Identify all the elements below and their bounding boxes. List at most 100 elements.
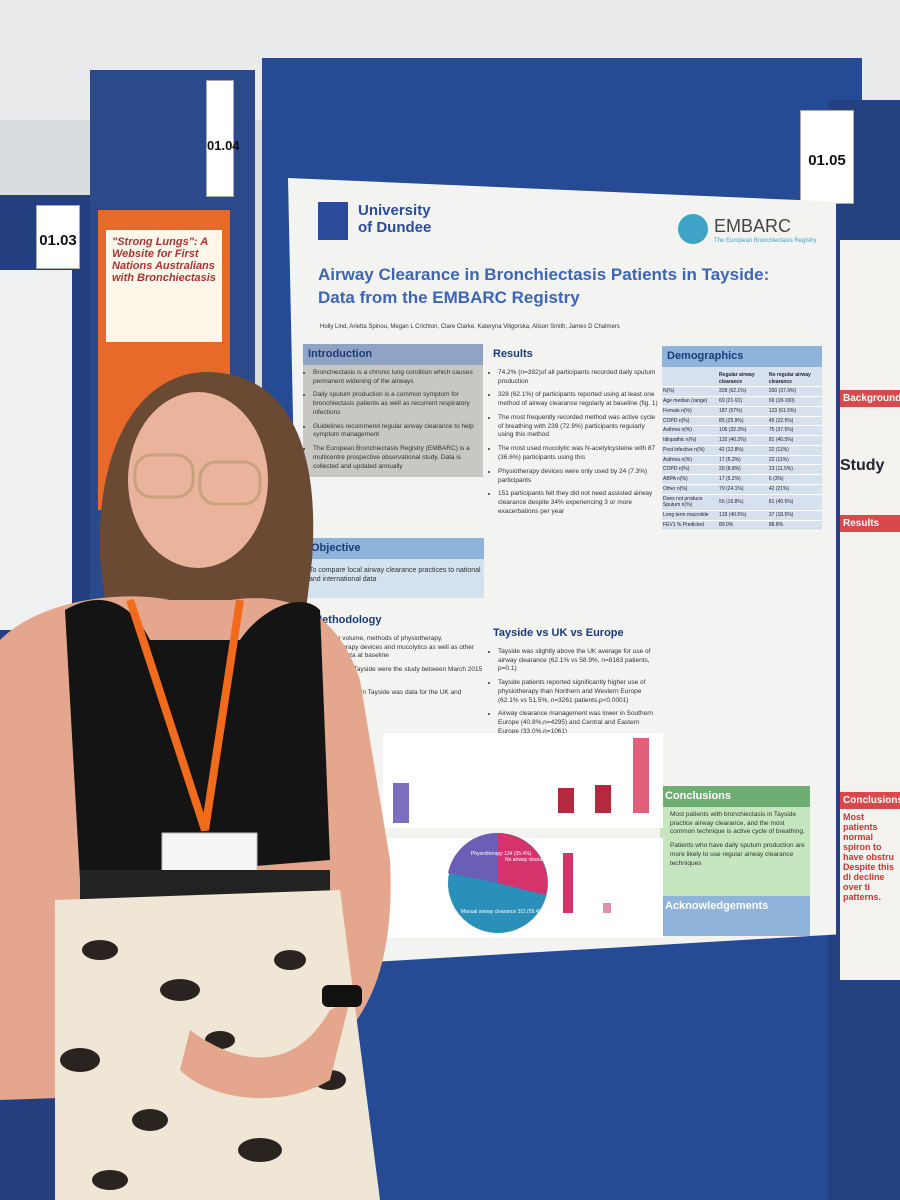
cell: 22 (11%): [767, 455, 822, 466]
header-row: Regular airway clearance No regular airwa…: [662, 370, 822, 388]
cell: 75 (37.5%): [767, 425, 822, 437]
bullet: Bronchiectasis is a chronic lung conditi…: [313, 369, 483, 387]
bar: [558, 788, 574, 813]
pie-label: Physiotherapy 134 (35.4%): [471, 851, 532, 857]
cell: 42 (12.8%): [718, 445, 768, 456]
right-heading: Results: [840, 515, 900, 532]
right-text: Most patients normal spiron to have obst…: [843, 812, 895, 902]
row: FEV1 % Predicted 89.0% 88.8%: [662, 520, 822, 531]
cell: Age median (range): [662, 396, 719, 407]
bullet: Airway clearance management was lower in…: [498, 710, 658, 736]
university: University of Dundee: [358, 202, 432, 236]
row: Asthma n(%) 17 (5.2%) 22 (11%): [662, 455, 822, 466]
cell: Does not produce Sputum n(%): [662, 494, 719, 512]
bullet: Physiotherapy devices were only used by …: [498, 468, 658, 486]
results: Results 74.2% (n=392)of all participants…: [488, 344, 658, 522]
text: To compare local airway clearance practi…: [309, 566, 481, 584]
cell: N(%): [662, 386, 719, 398]
cell: COPD n(%): [662, 416, 719, 427]
cell: 29 (8.8%): [718, 464, 768, 476]
chart-bg: [383, 733, 663, 828]
bullet: The European Bronchiectasis Registry (EM…: [313, 445, 483, 471]
right-heading: Background: [840, 390, 900, 407]
cell: 69 (21-91): [718, 396, 768, 407]
bar: [563, 853, 573, 913]
bullet: Most patients with bronchiectasis in Tay…: [670, 811, 810, 837]
cell: 89.0%: [718, 520, 768, 531]
column-header: Regular airway clearance: [718, 370, 768, 388]
board-number: 01.05: [800, 110, 854, 204]
right-heading: Conclusions: [840, 792, 900, 809]
cell: [662, 370, 719, 388]
cell: ABPA n(%): [662, 474, 719, 485]
bar: [595, 785, 611, 813]
lanyard: [126, 598, 244, 832]
pie-slice: [448, 832, 498, 883]
cell: 55 (16.8%): [718, 494, 768, 512]
cell: 328 (62.1%): [718, 386, 768, 398]
cell: 187 (57%): [718, 406, 768, 417]
cell: 42 (21%): [767, 484, 822, 495]
pie-label: Manual airway clearance 311 (59.4%): [461, 909, 545, 915]
bullet: 151 participants felt they did not need …: [498, 490, 658, 516]
registry: EMBARC: [714, 216, 792, 236]
pie-slice: [498, 833, 548, 895]
cell: 132 (40.2%): [718, 435, 768, 446]
cell: 23 (11.5%): [767, 464, 822, 476]
cell: 85 (25.9%): [718, 416, 768, 427]
row: Post infective n(%) 42 (12.8%) 22 (11%): [662, 445, 822, 456]
bullet: Daily sputum production is a common symp…: [313, 391, 483, 417]
bar: [603, 903, 611, 913]
charts: Physiotherapy 134 (35.4%) No airway clea…: [383, 733, 663, 938]
comparison: Tayside vs UK vs Europe Tayside was slig…: [488, 623, 658, 742]
bullet-list: Bronchiectasis is a chronic lung conditi…: [303, 369, 483, 472]
row: Other n(%) 79 (24.1%) 42 (21%): [662, 484, 822, 495]
heading: Acknowledgements: [665, 900, 769, 912]
cell: Post infective n(%): [662, 445, 719, 456]
bullet-list: 74.2% (n=392)of all participants recorde…: [488, 369, 658, 517]
row: N(%) 328 (62.1%) 200 (37.9%): [662, 386, 822, 398]
heading: Conclusions: [660, 786, 810, 807]
row: Idiopathic n(%) 132 (40.2%) 81 (40.5%): [662, 435, 822, 446]
cell: FEV1 % Predicted: [662, 520, 719, 531]
right-text: Study: [840, 457, 885, 474]
poster-title: Airway Clearance in Bronchiectasis Patie…: [318, 265, 770, 307]
cell: 200 (37.9%): [767, 386, 822, 398]
bullet-list: Tayside was slightly above the UK averag…: [488, 648, 658, 737]
bullet: The most used mucolytic was N-acetylcyst…: [498, 445, 658, 463]
cell: 17 (5.2%): [718, 455, 768, 466]
far-left-poster: [0, 270, 72, 630]
board-number: 01.04: [206, 80, 240, 197]
bullet: Patients who have daily sputum productio…: [670, 842, 810, 868]
cell: Asthma n(%): [662, 455, 719, 466]
heading: Demographics: [662, 346, 822, 367]
authors: Holly Lind, Arietta Spinou, Megan L Cric…: [320, 324, 620, 330]
cell: 45 (22.5%): [767, 416, 822, 427]
glasses: [133, 453, 195, 499]
demographics: Demographics Regular airway clearance No …: [662, 346, 822, 531]
acknowledgements: Acknowledgements: [660, 896, 810, 936]
cell: 88.8%: [767, 520, 822, 531]
face: [128, 392, 268, 568]
bar: [393, 783, 409, 823]
row: COPD n(%) 29 (8.8%) 23 (11.5%): [662, 464, 822, 476]
cell: 37 (18.5%): [767, 510, 822, 521]
cell: 123 (61.5%): [767, 406, 822, 417]
row: ABPA n(%) 17 (5.2%) 6 (3%): [662, 474, 822, 485]
cell: 6 (3%): [767, 474, 822, 485]
bullet: Tayside patients reported significantly …: [498, 679, 658, 705]
row: Female n(%) 187 (57%) 123 (61.5%): [662, 406, 822, 417]
pie-label: No airway clearance 208 (37.9%): [505, 857, 579, 863]
bullet: Sputum volume, methods of physiotherapy,…: [318, 635, 484, 661]
embarc-logo: [678, 214, 708, 244]
cell: Idiopathic n(%): [662, 435, 719, 446]
row: Age median (range) 69 (21-91) 69 (18-100): [662, 396, 822, 407]
hands: [180, 1000, 350, 1099]
bullet: Guidelines recommend regular airway clea…: [313, 423, 483, 441]
cell: 81 (40.5%): [767, 494, 822, 512]
cell: Asthma n(%): [662, 425, 719, 437]
conclusions: Conclusions Most patients with bronchiec…: [660, 786, 810, 896]
cell: 81 (40.5%): [767, 435, 822, 446]
top: [65, 600, 330, 880]
